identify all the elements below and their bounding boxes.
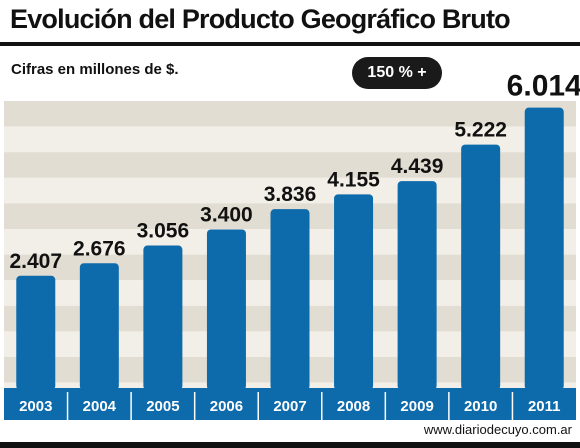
chart-title: Evolución del Producto Geográfico Bruto bbox=[10, 4, 511, 34]
value-label-2008: 4.155 bbox=[327, 168, 380, 191]
growth-badge: 150 % + bbox=[352, 57, 442, 89]
background-band bbox=[4, 101, 576, 127]
value-label-2007: 3.836 bbox=[264, 183, 317, 206]
x-tick-label-2009: 2009 bbox=[400, 398, 433, 415]
source-credit: www.diariodecuyo.com.ar bbox=[423, 422, 572, 437]
footer-rule bbox=[0, 442, 580, 448]
value-label-2005: 3.056 bbox=[137, 220, 190, 243]
value-label-2006: 3.400 bbox=[200, 204, 253, 227]
x-tick-label-2006: 2006 bbox=[210, 398, 243, 415]
bar-2011 bbox=[524, 107, 564, 390]
title-underline bbox=[0, 42, 580, 46]
x-tick-label-2010: 2010 bbox=[464, 398, 497, 415]
x-tick-label-2008: 2008 bbox=[337, 398, 370, 415]
chart-subtitle: Cifras en millones de $. bbox=[11, 61, 179, 78]
x-tick-label-2007: 2007 bbox=[273, 398, 306, 415]
value-label-2009: 4.439 bbox=[391, 155, 444, 178]
bar-2010 bbox=[461, 144, 501, 390]
value-label-2011: 6.014 bbox=[507, 70, 580, 103]
x-tick-label-2003: 2003 bbox=[19, 398, 52, 415]
x-tick-label-2005: 2005 bbox=[146, 398, 179, 415]
bars bbox=[16, 107, 564, 390]
x-tick-label-2004: 2004 bbox=[83, 398, 117, 415]
bar-2008 bbox=[334, 194, 374, 390]
bar-2005 bbox=[143, 245, 183, 390]
bar-2009 bbox=[397, 181, 437, 390]
bar-2007 bbox=[270, 209, 310, 390]
x-axis-labels: 2003 2004 2005 2006 2007 2008 2009 2010 2011 bbox=[19, 392, 560, 420]
x-tick-label-2011: 2011 bbox=[528, 398, 561, 415]
bar-2004 bbox=[79, 263, 119, 390]
bar-2003 bbox=[16, 275, 56, 390]
x-axis-strip bbox=[4, 388, 576, 420]
value-labels: 2.407 2.676 3.056 3.400 3.836 4.155 4.439 5.222… bbox=[9, 70, 580, 273]
bar-2006 bbox=[206, 229, 246, 390]
value-label-2003: 2.407 bbox=[9, 250, 62, 273]
value-label-2010: 5.222 bbox=[454, 119, 507, 142]
value-label-2004: 2.676 bbox=[73, 237, 126, 260]
